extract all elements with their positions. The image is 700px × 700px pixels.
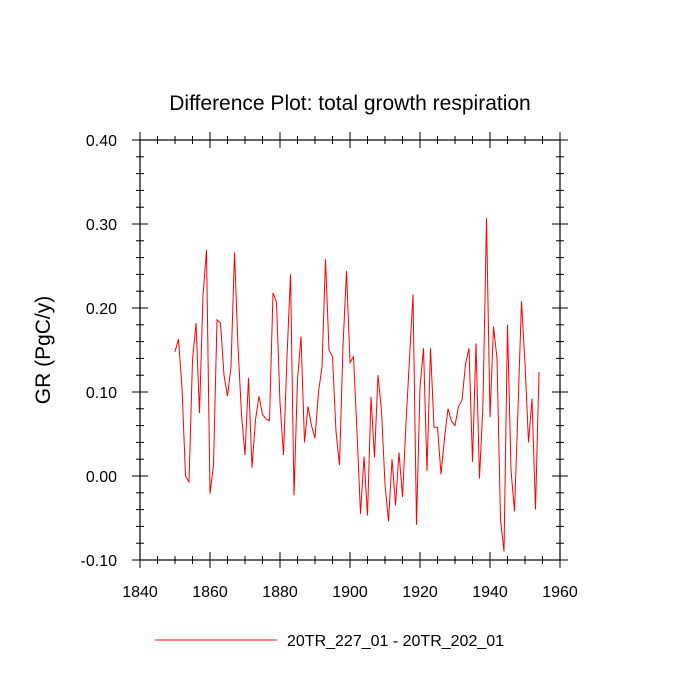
y-tick-label: 0.10 bbox=[86, 385, 117, 402]
y-tick-label: 0.20 bbox=[86, 301, 117, 318]
x-tick-label: 1840 bbox=[122, 584, 158, 601]
y-tick-label: 0.30 bbox=[86, 217, 117, 234]
legend-label: 20TR_227_01 - 20TR_202_01 bbox=[287, 633, 504, 650]
y-tick-label: 0.00 bbox=[86, 469, 117, 486]
x-tick-label: 1860 bbox=[192, 584, 228, 601]
y-tick-label: 0.40 bbox=[86, 133, 117, 150]
legend: 20TR_227_01 - 20TR_202_01 bbox=[155, 633, 504, 650]
axis-ticks bbox=[132, 132, 568, 568]
chart-title: Difference Plot: total growth respiratio… bbox=[169, 92, 530, 115]
series-line-0 bbox=[174, 218, 540, 552]
x-tick-label: 1960 bbox=[542, 584, 578, 601]
x-tick-label: 1900 bbox=[332, 584, 368, 601]
tick-labels: 1840 1860 1880 1900 1920 1940 1960 -0.10 0.00 0.1… bbox=[81, 133, 578, 601]
x-tick-label: 1940 bbox=[472, 584, 508, 601]
y-axis-label: GR (PgC/y) bbox=[32, 296, 55, 405]
series-layer bbox=[174, 218, 540, 552]
y-tick-label: -0.10 bbox=[81, 553, 118, 570]
x-tick-label: 1880 bbox=[262, 584, 298, 601]
x-tick-label: 1920 bbox=[402, 584, 438, 601]
